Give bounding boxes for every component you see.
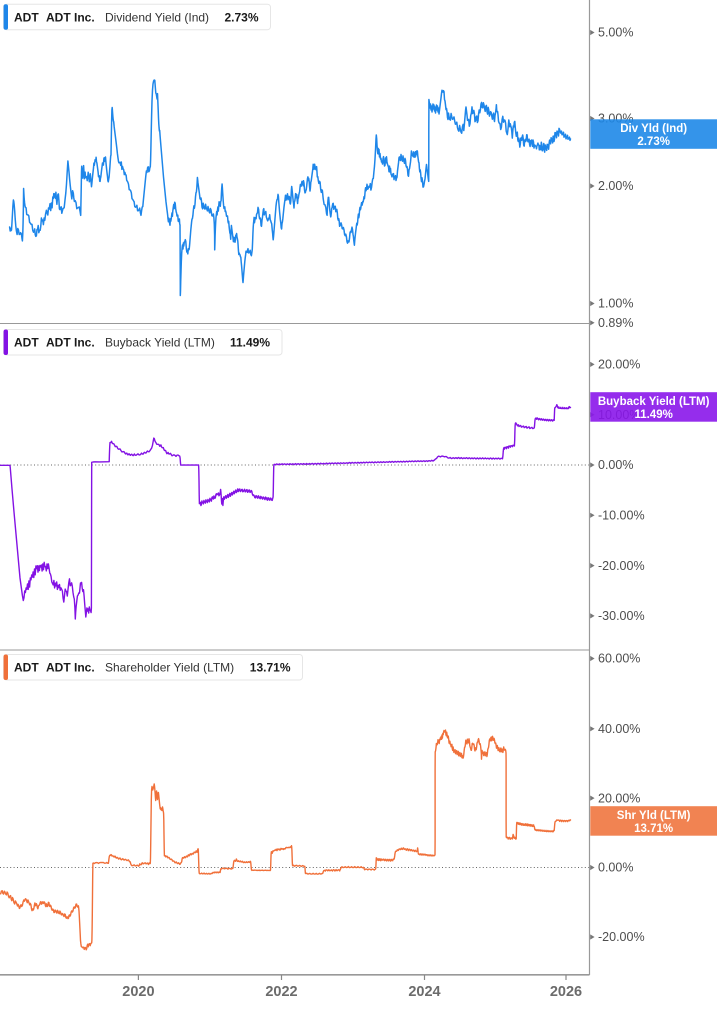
svg-text:40.00%: 40.00%	[598, 722, 640, 736]
svg-text:11.49%: 11.49%	[230, 336, 270, 350]
svg-text:Buyback Yield (LTM): Buyback Yield (LTM)	[598, 396, 710, 408]
svg-text:-10.00%: -10.00%	[598, 509, 645, 523]
svg-text:13.71%: 13.71%	[250, 661, 291, 675]
svg-text:Div Yld (Ind): Div Yld (Ind)	[620, 123, 687, 135]
svg-text:2024: 2024	[408, 984, 440, 1000]
svg-text:Shareholder Yield (LTM): Shareholder Yield (LTM)	[105, 661, 234, 675]
svg-text:11.49%: 11.49%	[634, 409, 672, 421]
svg-text:-20.00%: -20.00%	[598, 559, 645, 573]
svg-text:Shr Yld (LTM): Shr Yld (LTM)	[617, 810, 691, 822]
svg-text:ADT Inc.: ADT Inc.	[46, 661, 95, 675]
svg-text:20.00%: 20.00%	[598, 791, 640, 805]
svg-text:2022: 2022	[265, 984, 297, 1000]
svg-text:ADT Inc.: ADT Inc.	[46, 10, 95, 24]
svg-text:0.00%: 0.00%	[598, 458, 633, 472]
svg-text:2.00%: 2.00%	[598, 179, 633, 193]
svg-text:5.00%: 5.00%	[598, 26, 633, 40]
svg-text:Buyback Yield (LTM): Buyback Yield (LTM)	[105, 336, 215, 350]
svg-text:0.89%: 0.89%	[598, 316, 633, 330]
svg-text:Dividend Yield (Ind): Dividend Yield (Ind)	[105, 10, 209, 24]
svg-text:ADT Inc.: ADT Inc.	[46, 336, 95, 350]
svg-text:ADT: ADT	[14, 336, 39, 350]
svg-text:13.71%: 13.71%	[634, 823, 673, 835]
svg-text:2.73%: 2.73%	[224, 10, 258, 24]
svg-text:2026: 2026	[550, 984, 582, 1000]
svg-text:2020: 2020	[122, 984, 154, 1000]
svg-text:-30.00%: -30.00%	[598, 609, 645, 623]
svg-text:ADT: ADT	[14, 10, 39, 24]
svg-text:20.00%: 20.00%	[598, 358, 640, 372]
svg-text:60.00%: 60.00%	[598, 652, 640, 666]
svg-text:ADT: ADT	[14, 661, 39, 675]
svg-text:0.00%: 0.00%	[598, 861, 633, 875]
svg-text:2.73%: 2.73%	[637, 136, 670, 148]
svg-text:-20.00%: -20.00%	[598, 930, 645, 944]
svg-text:1.00%: 1.00%	[598, 297, 633, 311]
